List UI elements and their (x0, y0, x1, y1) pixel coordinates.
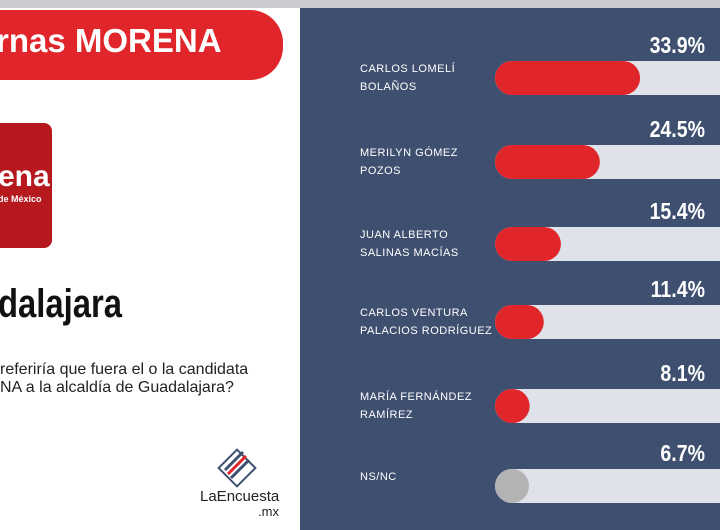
bar (495, 389, 530, 423)
bar (495, 145, 600, 179)
brand: LaEncuesta (200, 488, 280, 505)
header-title: rnas MORENA (0, 22, 222, 59)
brand-icon (217, 448, 257, 488)
question-line: NA a la alcaldía de Guadalajara? (0, 379, 234, 396)
logo-text: ena (0, 160, 50, 193)
banner (0, 10, 283, 80)
brand-suffix: .mx (258, 504, 279, 519)
value-label: 6.7% (660, 440, 705, 466)
bar-track (495, 389, 720, 423)
bar (495, 469, 529, 503)
category-label: MARÍA FERNÁNDEZ RAMÍREZ (360, 391, 473, 421)
category-label: CARLOS VENTURA PALACIOS RODRÍGUEZ (360, 307, 493, 337)
value-label: 11.4% (650, 276, 705, 302)
value-label: 15.4% (649, 198, 705, 224)
category-label: CARLOS LOMELÍ BOLAÑOS (360, 63, 456, 93)
bar-track (495, 305, 720, 339)
bar (495, 61, 641, 95)
value-label: 8.1% (660, 360, 705, 386)
bar (495, 305, 544, 339)
logo-sub: de México (0, 194, 42, 204)
city: dalajara (0, 282, 122, 326)
bar-track (495, 469, 720, 503)
bar (495, 227, 561, 261)
category-label: NS/NC (360, 471, 397, 483)
logo-box (0, 123, 52, 248)
top-strip (0, 0, 720, 8)
category-label: JUAN ALBERTO SALINAS MACÍAS (360, 229, 459, 259)
question-line: referiría que fuera el o la candidata (0, 361, 249, 378)
category-label: MERILYN GÓMEZ POZOS (360, 147, 458, 177)
value-label: 33.9% (649, 32, 705, 58)
value-label: 24.5% (649, 116, 705, 142)
